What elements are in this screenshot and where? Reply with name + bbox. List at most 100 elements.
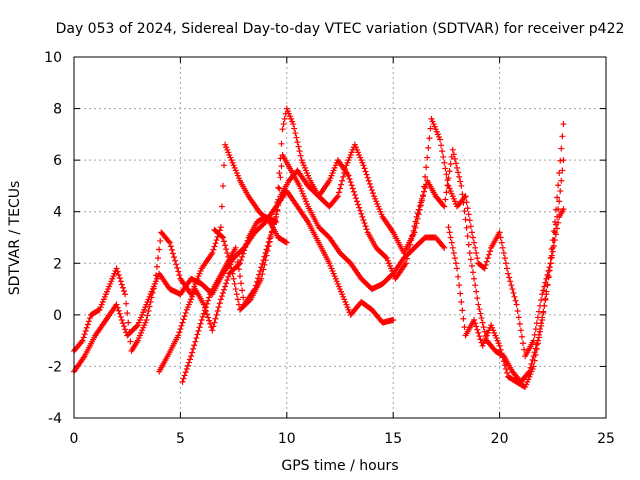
data-point <box>266 238 273 245</box>
data-point <box>507 278 514 285</box>
data-point <box>501 255 508 262</box>
data-point <box>85 318 92 325</box>
data-point <box>182 309 189 316</box>
data-point <box>480 324 487 331</box>
data-point <box>291 125 298 132</box>
data-point <box>470 234 476 241</box>
data-point <box>412 218 419 225</box>
data-point <box>271 220 278 227</box>
data-point <box>264 247 271 254</box>
data-point <box>226 257 233 264</box>
data-point <box>548 246 555 253</box>
data-point <box>510 289 517 296</box>
data-point <box>426 135 433 142</box>
y-tick-label: -4 <box>48 411 62 427</box>
data-point <box>541 302 548 309</box>
data-point <box>513 301 520 308</box>
data-point <box>178 322 185 329</box>
data-point <box>362 168 369 175</box>
data-point <box>556 198 563 205</box>
data-point <box>166 239 173 246</box>
data-point <box>277 174 284 181</box>
data-point <box>351 191 358 198</box>
data-point <box>118 317 125 324</box>
data-point <box>354 198 361 205</box>
data-point <box>499 244 506 251</box>
data-point <box>169 250 176 257</box>
data-point <box>472 282 479 289</box>
data-point <box>481 265 488 272</box>
data-point <box>465 211 472 218</box>
data-point <box>402 260 409 267</box>
data-point <box>219 234 226 241</box>
data-point <box>442 196 449 203</box>
data-point <box>479 319 486 326</box>
data-point <box>356 204 363 211</box>
data-point <box>347 179 354 186</box>
y-tick-label: 2 <box>53 256 62 272</box>
data-point <box>157 237 164 244</box>
data-point <box>474 255 481 262</box>
data-point <box>417 199 424 206</box>
data-point <box>191 342 198 349</box>
data-point <box>275 202 282 209</box>
data-point <box>349 185 356 192</box>
data-point <box>121 288 128 295</box>
data-point <box>201 307 208 314</box>
data-point <box>460 199 467 206</box>
series-sat-f <box>445 157 567 391</box>
data-point <box>532 345 539 352</box>
data-point <box>365 177 372 184</box>
data-point <box>558 145 565 152</box>
data-point <box>549 244 556 251</box>
data-point <box>276 170 283 177</box>
data-point <box>235 301 242 308</box>
data-point <box>544 281 551 288</box>
series-sat-b <box>71 141 290 354</box>
data-point <box>497 346 504 353</box>
data-point <box>475 301 482 308</box>
data-point <box>261 261 268 268</box>
data-point <box>213 311 220 318</box>
data-point <box>296 148 303 155</box>
data-point <box>238 280 245 287</box>
data-point <box>230 275 237 282</box>
data-point <box>199 313 206 320</box>
data-point <box>455 273 462 280</box>
data-point <box>552 221 559 228</box>
data-point <box>273 211 280 218</box>
data-point <box>504 265 511 272</box>
data-point <box>114 304 121 311</box>
data-point <box>176 329 183 336</box>
data-point <box>240 294 247 301</box>
x-tick-label: 25 <box>597 431 615 447</box>
data-point <box>459 191 466 198</box>
data-point <box>281 115 288 122</box>
data-marks <box>71 105 567 391</box>
data-point <box>404 255 411 262</box>
data-point <box>212 315 219 322</box>
data-point <box>358 210 365 217</box>
data-point <box>496 342 503 349</box>
data-point <box>223 280 230 287</box>
data-point <box>209 327 216 334</box>
data-point <box>458 182 465 189</box>
data-point <box>207 320 214 327</box>
data-point <box>520 340 527 347</box>
data-point <box>123 300 130 307</box>
data-point <box>472 244 479 251</box>
data-point <box>242 244 249 251</box>
data-point <box>217 224 224 231</box>
data-point <box>148 294 155 301</box>
data-point <box>473 323 480 330</box>
data-point <box>405 251 412 258</box>
data-point <box>278 140 285 147</box>
data-point <box>259 271 266 278</box>
data-point <box>210 246 217 253</box>
data-point <box>509 286 516 293</box>
data-point <box>472 320 479 327</box>
data-point <box>221 286 228 293</box>
data-point <box>543 288 550 295</box>
data-point <box>173 261 180 268</box>
data-point <box>83 324 90 331</box>
